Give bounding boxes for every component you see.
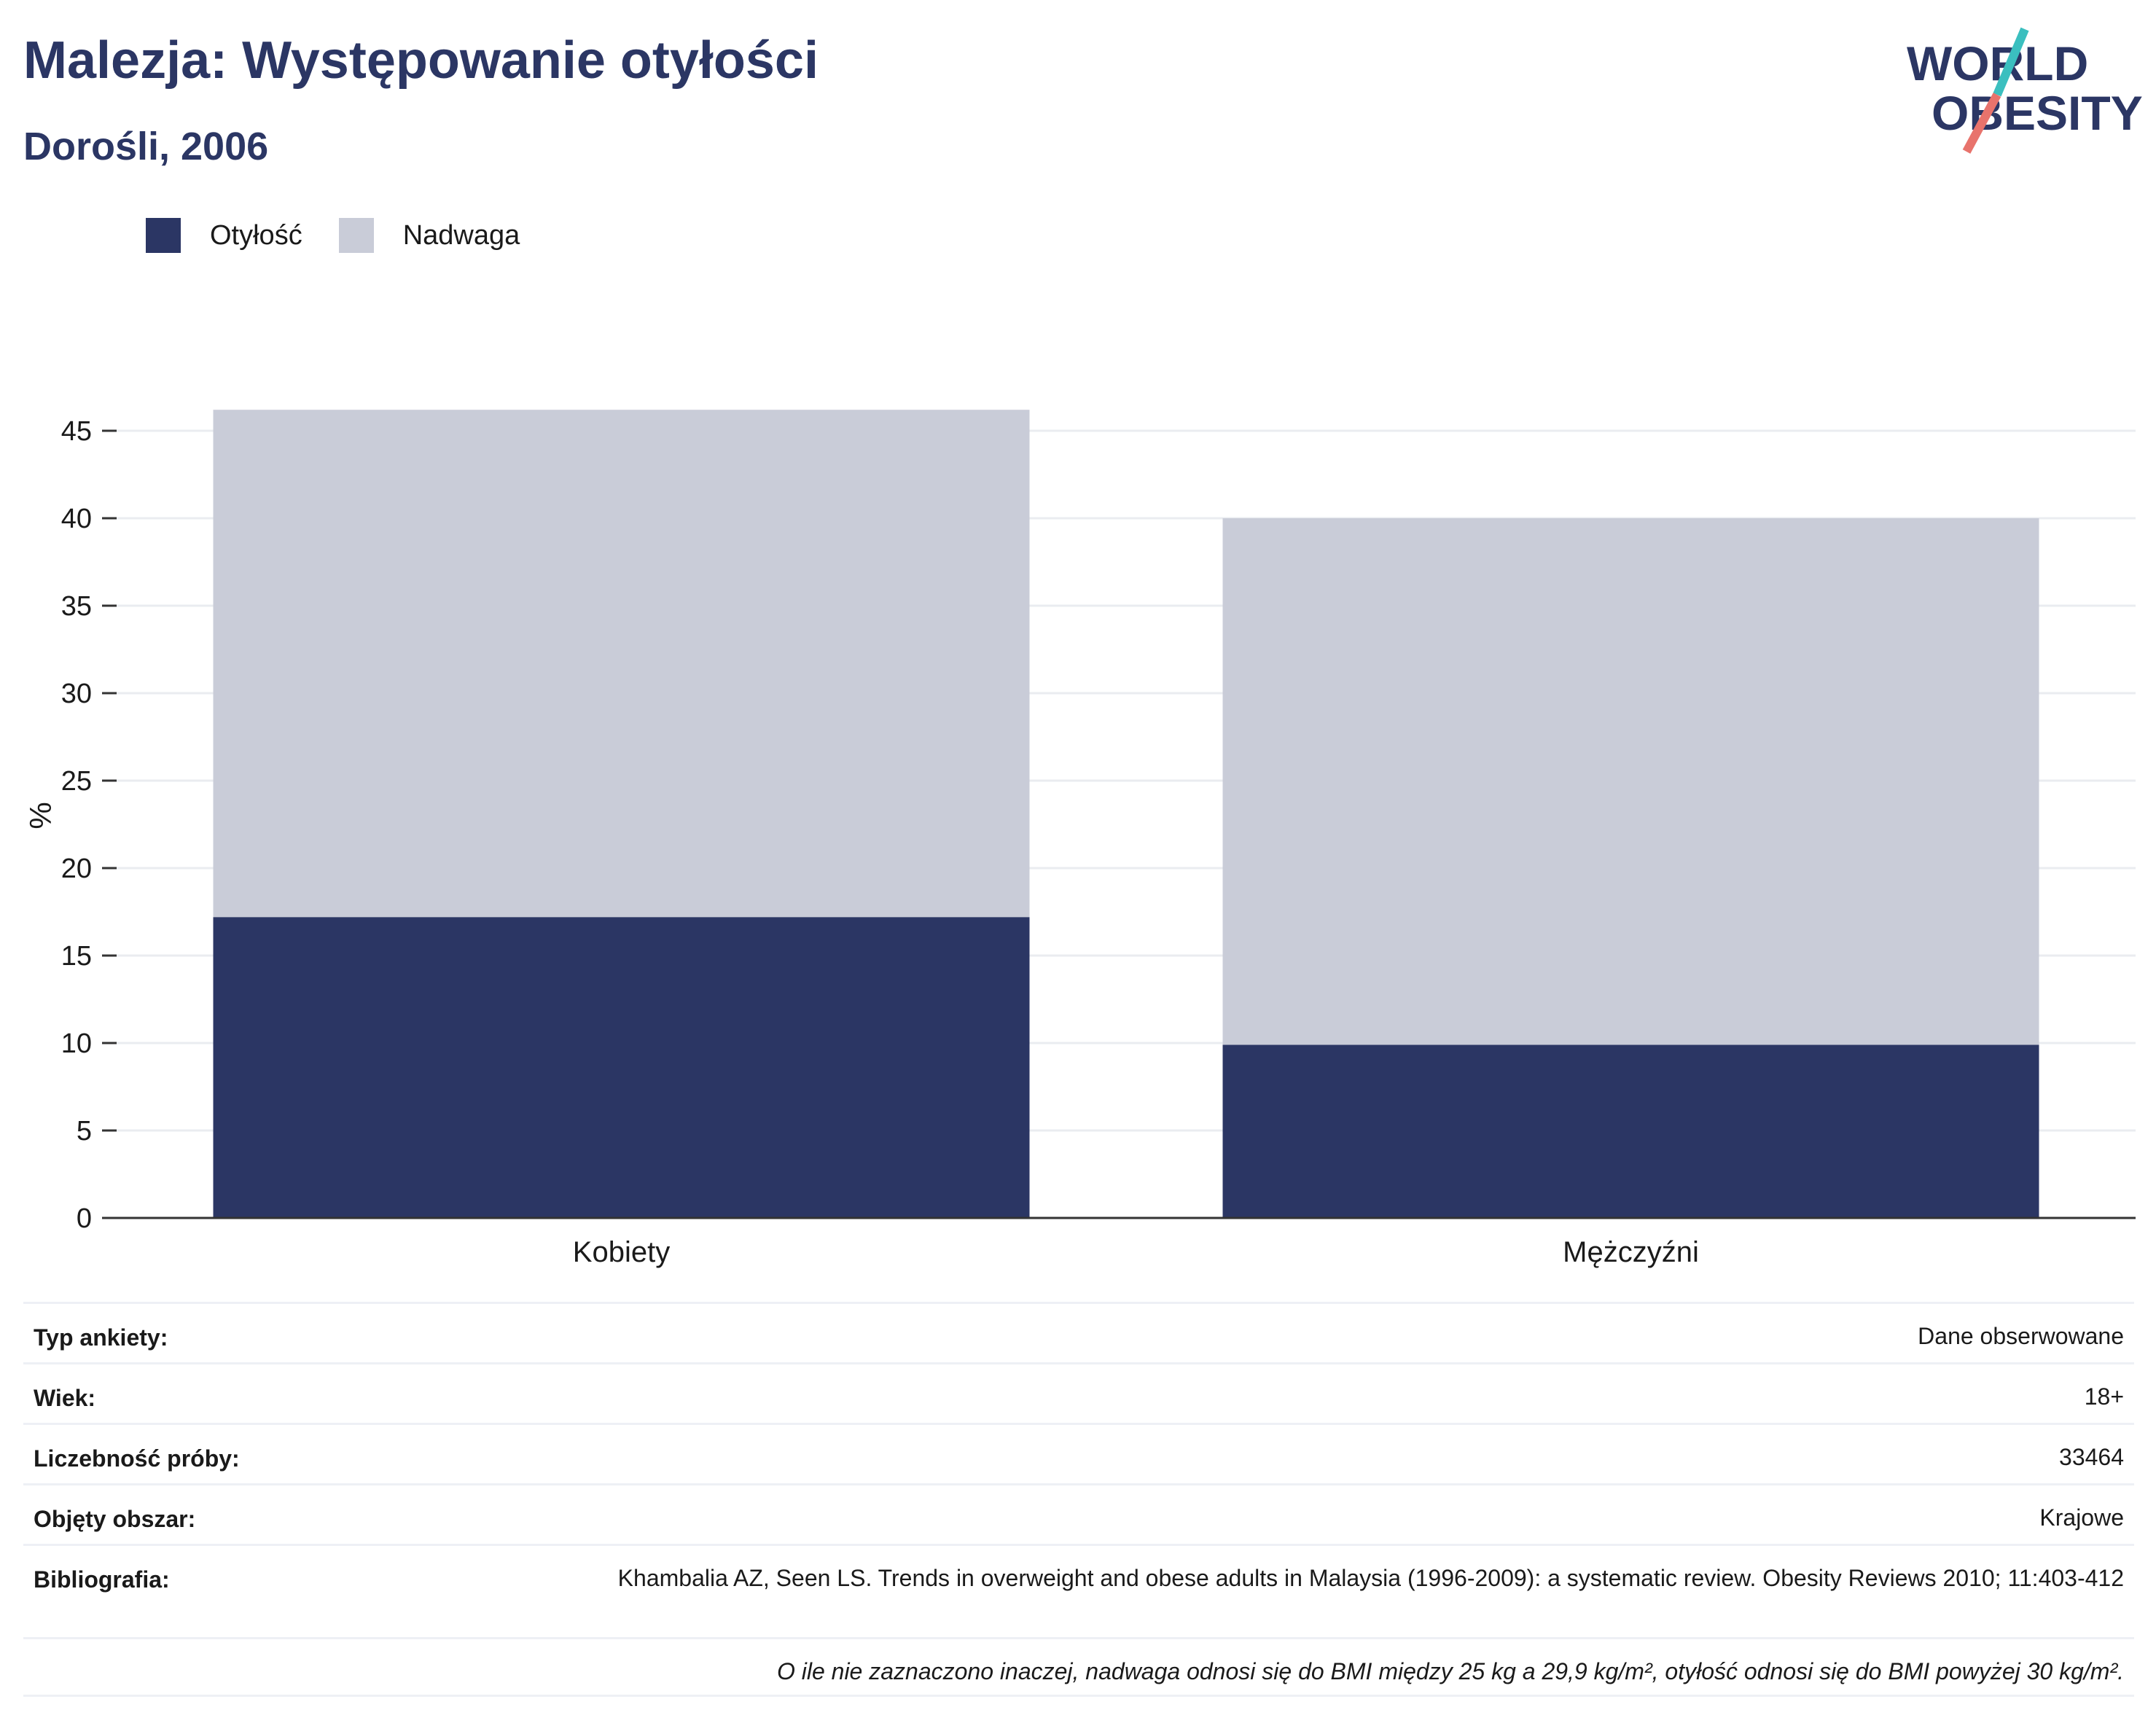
- logo-word-obesity: OBESITY: [1932, 86, 2143, 140]
- bar-overweight-kobiety: [213, 410, 1030, 918]
- x-tick-label-0: Kobiety: [573, 1236, 670, 1268]
- y-tick-label-0: 0: [77, 1203, 92, 1234]
- info-row-coverage: Objęty obszar: Krajowe: [23, 1483, 2134, 1544]
- legend-swatch-obesity: [146, 218, 181, 253]
- info-row-survey-type: Typ ankiety: Dane obserwowane: [23, 1302, 2134, 1362]
- y-tick-label-35: 35: [61, 591, 92, 622]
- y-tick-label-45: 45: [61, 416, 92, 447]
- y-tick-label-5: 5: [77, 1116, 92, 1147]
- info-key-bibliography: Bibliografia:: [34, 1566, 170, 1593]
- legend-item-obesity[interactable]: Otyłość: [146, 218, 302, 253]
- world-obesity-logo: WORLD OBESITY: [1907, 27, 2143, 154]
- y-axis-label: %: [23, 802, 58, 829]
- info-key-survey-type: Typ ankiety:: [34, 1324, 168, 1351]
- y-tick-label-25: 25: [61, 766, 92, 797]
- legend-label-obesity: Otyłość: [210, 219, 302, 251]
- info-value-sample-size: 33464: [2059, 1444, 2124, 1470]
- chart-legend: Otyłość Nadwaga: [146, 217, 556, 254]
- info-value-age: 18+: [2084, 1383, 2124, 1410]
- y-tick-label-30: 30: [61, 679, 92, 709]
- info-key-sample-size: Liczebność próby:: [34, 1445, 240, 1472]
- x-tick-label-1: Mężczyźni: [1563, 1236, 1699, 1268]
- y-tick-label-15: 15: [61, 941, 92, 972]
- info-key-coverage: Objęty obszar:: [34, 1506, 196, 1532]
- chart-subtitle: Dorośli, 2006: [23, 125, 269, 168]
- logo-slash-teal: [1993, 27, 2029, 97]
- logo-slash-coral: [1962, 93, 2001, 154]
- stacked-bar-chart: 0 5 10 15 20 25 30 35 40 45% Kobiety Mężczyźni: [23, 410, 2136, 1268]
- legend-swatch-overweight: [338, 218, 374, 253]
- chart-title: Malezja: Występowanie otyłości: [23, 31, 819, 90]
- info-value-survey-type: Dane obserwowane: [1918, 1323, 2124, 1349]
- logo-word-world: WORLD: [1907, 36, 2088, 90]
- info-row-sample-size: Liczebność próby: 33464: [23, 1423, 2134, 1483]
- survey-info-table: Typ ankiety: Dane obserwowane Wiek: 18+ …: [23, 1302, 2134, 1697]
- info-footnote-row: O ile nie zaznaczono inaczej, nadwaga od…: [23, 1637, 2134, 1697]
- bar-overweight-mezczyzni: [1222, 518, 2039, 1045]
- bar-obesity-mezczyzni: [1222, 1044, 2039, 1218]
- legend-label-overweight: Nadwaga: [402, 219, 520, 251]
- info-key-age: Wiek:: [34, 1385, 96, 1411]
- y-tick-label-10: 10: [61, 1028, 92, 1059]
- info-value-coverage: Krajowe: [2039, 1504, 2124, 1531]
- info-value-bibliography: Khambalia AZ, Seen LS. Trends in overwei…: [617, 1565, 2124, 1591]
- y-tick-label-20: 20: [61, 854, 92, 884]
- y-tick-label-40: 40: [61, 504, 92, 534]
- bar-obesity-kobiety: [213, 917, 1030, 1218]
- bmi-definition-footnote: O ile nie zaznaczono inaczej, nadwaga od…: [776, 1658, 2124, 1684]
- info-row-age: Wiek: 18+: [23, 1362, 2134, 1423]
- info-row-bibliography: Bibliografia: Khambalia AZ, Seen LS. Tre…: [23, 1544, 2134, 1637]
- legend-item-overweight[interactable]: Nadwaga: [338, 218, 520, 253]
